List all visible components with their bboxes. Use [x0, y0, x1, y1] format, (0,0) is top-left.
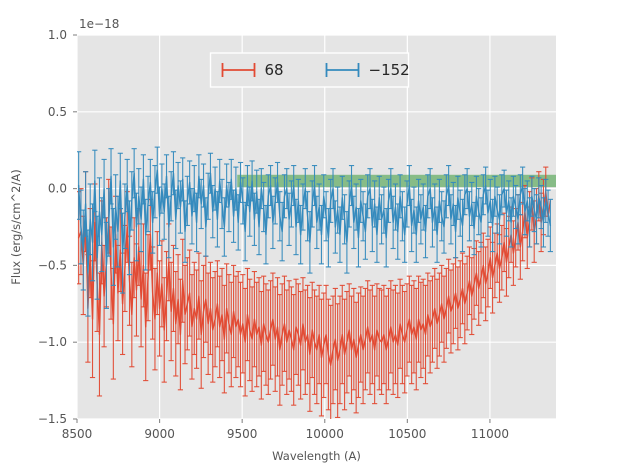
- legend-label-0: 68: [265, 61, 284, 79]
- x-tick-label: 10500: [388, 427, 426, 441]
- y-tick-label: −1.0: [38, 335, 67, 349]
- x-tick-label: 11000: [471, 427, 509, 441]
- series-line-1: [77, 169, 552, 274]
- axes: 8500 9000 9500 10000 10500 11000 −1.5 −1.0 −0.5 0…: [9, 17, 509, 463]
- y-tick-label: 1.0: [48, 28, 67, 42]
- x-tick-label: 8500: [62, 427, 93, 441]
- y-tick-label: 0.5: [48, 105, 67, 119]
- legend-label-1: −152: [369, 61, 410, 79]
- x-tick-label: 10000: [306, 427, 344, 441]
- x-tick-label: 9000: [144, 427, 175, 441]
- data-layer: [77, 146, 556, 419]
- y-axis-offset-label: 1e−18: [79, 17, 119, 31]
- legend[interactable]: 68 −152: [209, 52, 410, 88]
- legend-swatch-0: [221, 63, 256, 77]
- y-axis-title: Flux (erg/s/cm^2/A): [9, 169, 23, 284]
- x-tick-label: 9500: [227, 427, 258, 441]
- series-1: [77, 146, 553, 317]
- series-line-0: [77, 190, 552, 366]
- legend-swatch-1: [325, 63, 360, 77]
- y-tick-label: −1.5: [38, 412, 67, 426]
- y-tick-label: −0.5: [38, 258, 67, 272]
- x-axis-title: Wavelength (A): [272, 449, 361, 463]
- y-tick-label: 0.0: [48, 182, 67, 196]
